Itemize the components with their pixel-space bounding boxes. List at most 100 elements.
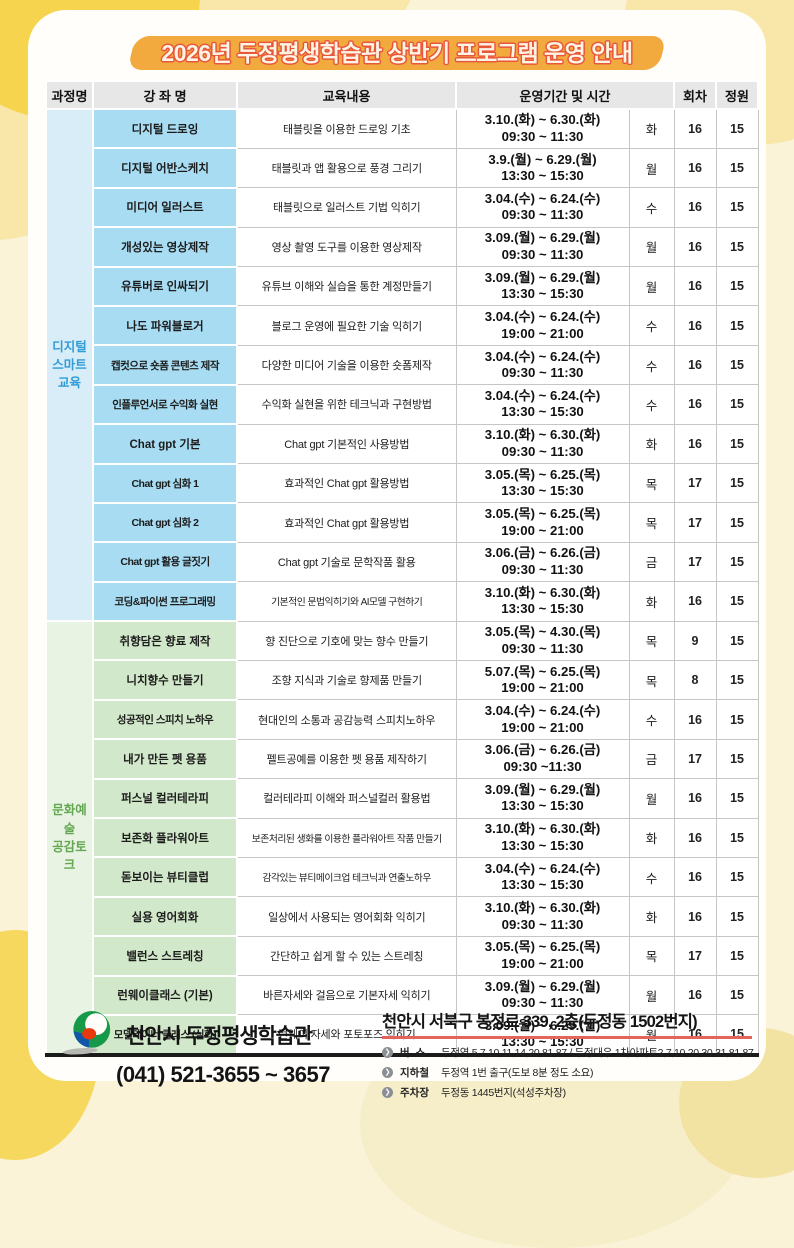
period-cell: 3.10.(화) ~ 6.30.(화) 09:30 ~ 11:30 — [455, 896, 630, 937]
sessions-cell: 16 — [673, 423, 717, 465]
table-row: Chat gpt 심화 1 효과적인 Chat gpt 활용방법 3.05.(목) … — [46, 462, 759, 504]
transport-list: ❯ 버 스 두정역 5,7,10,11,14,20,81,87 / 두정대우 1… — [382, 1045, 754, 1100]
content-cell: 태블릿과 앱 활용으로 풍경 그리기 — [236, 147, 457, 189]
content-cell: Chat gpt 기술로 문학작품 활용 — [236, 541, 457, 583]
title-banner: 2026년 두정평생학습관 상반기 프로그램 운영 안내 — [127, 36, 667, 70]
period-cell: 3.04.(수) ~ 6.24.(수) 13:30 ~ 15:30 — [455, 384, 630, 425]
period-cell: 3.09.(월) ~ 6.29.(월) 09:30 ~ 11:30 — [455, 226, 630, 268]
lecture-name-cell: Chat gpt 심화 2 — [92, 501, 238, 544]
sessions-cell: 16 — [673, 226, 717, 268]
period-cell: 3.04.(수) ~ 6.24.(수) 09:30 ~ 11:30 — [455, 187, 630, 228]
sessions-cell: 16 — [673, 305, 717, 346]
header-content: 교육내용 — [236, 80, 457, 110]
transport-desc: 두정역 1번 출구(도보 8분 정도 소요) — [441, 1067, 594, 1079]
sessions-cell: 17 — [673, 541, 717, 583]
content-cell: 향 진단으로 기호에 맞는 향수 만들기 — [236, 620, 457, 661]
day-cell: 월 — [628, 147, 675, 189]
capacity-cell: 15 — [715, 108, 759, 149]
cheonan-city-logo-icon — [62, 1008, 118, 1061]
period-cell: 3.09.(월) ~ 6.29.(월) 13:30 ~ 15:30 — [455, 778, 630, 819]
content-cell: 영상 촬영 도구를 이용한 영상제작 — [236, 226, 457, 268]
lecture-name-cell: 니치향수 만들기 — [92, 659, 238, 701]
period-cell: 3.06.(금) ~ 6.26.(금) 09:30 ~11:30 — [455, 738, 630, 780]
content-cell: 태블릿으로 일러스트 기법 익히기 — [236, 187, 457, 228]
sessions-cell: 16 — [673, 266, 717, 307]
program-table-body: 디지털 스마트 교육 디지털 드로잉 태블릿을 이용한 드로잉 기초 3.10.(화) ~… — [45, 107, 759, 1057]
period-cell: 3.10.(화) ~ 6.30.(화) 09:30 ~ 11:30 — [455, 423, 630, 465]
table-row: 인플루언서로 수익화 실현 수익화 실현을 위한 테크닉과 구현방법 3.04.(수… — [46, 383, 759, 426]
table-row: 미디어 일러스트 태블릿으로 일러스트 기법 익히기 3.04.(수) ~ 6.24… — [46, 186, 759, 229]
day-cell: 수 — [628, 384, 675, 425]
lecture-name-cell: 보존화 플라워아트 — [92, 817, 238, 859]
period-cell: 3.9.(월) ~ 6.29.(월) 13:30 ~ 15:30 — [455, 147, 630, 189]
header-period: 운영기간 및 시간 — [454, 80, 676, 110]
content-cell: Chat gpt 기본적인 사용방법 — [236, 423, 457, 465]
footer-left: 천안시 두정평생학습관 (041) 521-3655 ~ 3657 — [50, 1008, 372, 1100]
table-row: 나도 파워블로거 블로그 운영에 필요한 기술 익히기 3.04.(수) ~ 6.2… — [46, 304, 759, 347]
content-cell: 간단하고 쉽게 할 수 있는 스트레칭 — [236, 935, 457, 977]
lecture-name-cell: Chat gpt 심화 1 — [92, 462, 238, 504]
period-cell: 3.10.(화) ~ 6.30.(화) 13:30 ~ 15:30 — [455, 581, 630, 622]
footer: 천안시 두정평생학습관 (041) 521-3655 ~ 3657 천안시 서북… — [50, 1008, 754, 1100]
content-cell: 감각있는 뷰티메이크업 테크닉과 연출노하우 — [236, 856, 457, 898]
table-row: 내가 만든 펫 용품 펠트공예를 이용한 펫 용품 제작하기 3.06.(금) ~ … — [46, 738, 759, 780]
table-row: Chat gpt 기본 Chat gpt 기본적인 사용방법 3.10.(화) ~ … — [46, 423, 759, 465]
lecture-name-cell: Chat gpt 기본 — [92, 423, 238, 465]
header-capacity: 정원 — [715, 80, 760, 110]
day-cell: 수 — [628, 305, 675, 346]
day-cell: 목 — [628, 659, 675, 701]
org-name: 천안시 두정평생학습관 — [126, 1024, 313, 1048]
table-row: 개성있는 영상제작 영상 촬영 도구를 이용한 영상제작 3.09.(월) ~ 6.… — [46, 226, 759, 268]
table-row: 실용 영어회화 일상에서 사용되는 영어회화 익히기 3.10.(화) ~ 6.30… — [46, 895, 759, 938]
content-cell: 현대인의 소통과 공감능력 스피치노하우 — [236, 699, 457, 740]
period-cell: 3.05.(목) ~ 6.25.(목) 13:30 ~ 15:30 — [455, 463, 630, 504]
period-cell: 3.06.(금) ~ 6.26.(금) 09:30 ~ 11:30 — [455, 541, 630, 583]
capacity-cell: 15 — [715, 541, 759, 583]
capacity-cell: 15 — [715, 935, 759, 977]
org-logo-row: 천안시 두정평생학습관 — [62, 1008, 372, 1061]
lecture-name-cell: 디지털 드로잉 — [92, 107, 238, 150]
sessions-cell: 16 — [673, 896, 717, 937]
capacity-cell: 15 — [715, 778, 759, 819]
sessions-cell: 16 — [673, 384, 717, 425]
category-cell-digital: 디지털 스마트 교육 — [45, 107, 94, 623]
table-row: 성공적인 스피치 노하우 현대인의 소통과 공감능력 스피치노하우 3.04.(수)… — [46, 698, 759, 741]
content-cell: 블로그 운영에 필요한 기술 익히기 — [236, 305, 457, 346]
content-cell: 효과적인 Chat gpt 활용방법 — [236, 502, 457, 543]
capacity-cell: 15 — [715, 659, 759, 701]
content-cell: 런웨이 자세와 포토포즈 익히기 — [236, 1014, 457, 1056]
lecture-name-cell: Chat gpt 활용 글짓기 — [92, 541, 238, 583]
lecture-name-cell: 개성있는 영상제작 — [92, 226, 238, 268]
content-cell: 일상에서 사용되는 영어회화 익히기 — [236, 896, 457, 937]
table-row: Chat gpt 심화 2 효과적인 Chat gpt 활용방법 3.05.(목) … — [46, 501, 759, 544]
table-row: Chat gpt 활용 글짓기 Chat gpt 기술로 문학작품 활용 3.06.… — [46, 541, 759, 583]
lecture-name-cell: 돋보이는 뷰티클럽 — [92, 856, 238, 898]
transport-desc: 두정역 5,7,10,11,14,20,81,87 / 두정대우 1차아파트2,… — [441, 1047, 754, 1059]
lecture-name-cell: 취향담은 향료 제작 — [92, 620, 238, 662]
content-cell: 조향 지식과 기술로 향제품 만들기 — [236, 659, 457, 701]
day-cell: 수 — [628, 344, 675, 386]
content-cell: 수익화 실현을 위한 테크닉과 구현방법 — [236, 384, 457, 425]
lecture-name-cell: 성공적인 스피치 노하우 — [92, 698, 238, 741]
header-name: 강 좌 명 — [92, 80, 238, 110]
capacity-cell: 15 — [715, 581, 759, 622]
sessions-cell: 16 — [673, 187, 717, 228]
capacity-cell: 15 — [715, 502, 759, 543]
header-sessions: 회차 — [673, 80, 718, 110]
capacity-cell: 15 — [715, 226, 759, 268]
transport-desc: 두정동 1445번지(석성주차장) — [441, 1087, 566, 1099]
content-cell: 효과적인 Chat gpt 활용방법 — [236, 463, 457, 504]
sessions-cell: 17 — [673, 463, 717, 504]
period-cell: 3.09.(월) ~ 6.29.(월) 09:30 ~ 11:30 — [455, 975, 630, 1016]
content-cell: 다양한 미디어 기술을 이용한 숏폼제작 — [236, 344, 457, 386]
content-cell: 보존처리된 생화를 이용한 플라워아트 작품 만들기 — [236, 817, 457, 858]
lecture-name-cell: 내가 만든 펫 용품 — [92, 738, 238, 780]
content-cell: 바른자세와 걸음으로 기본자세 익히기 — [236, 975, 457, 1016]
sessions-cell: 8 — [673, 659, 717, 701]
transport-label: 버 스 — [400, 1047, 426, 1059]
day-cell: 목 — [628, 502, 675, 543]
day-cell: 화 — [628, 896, 675, 937]
capacity-cell: 15 — [715, 699, 759, 740]
transport-row-subway: ❯ 지하철 두정역 1번 출구(도보 8분 정도 소요) — [382, 1065, 752, 1080]
day-cell: 목 — [628, 463, 675, 504]
